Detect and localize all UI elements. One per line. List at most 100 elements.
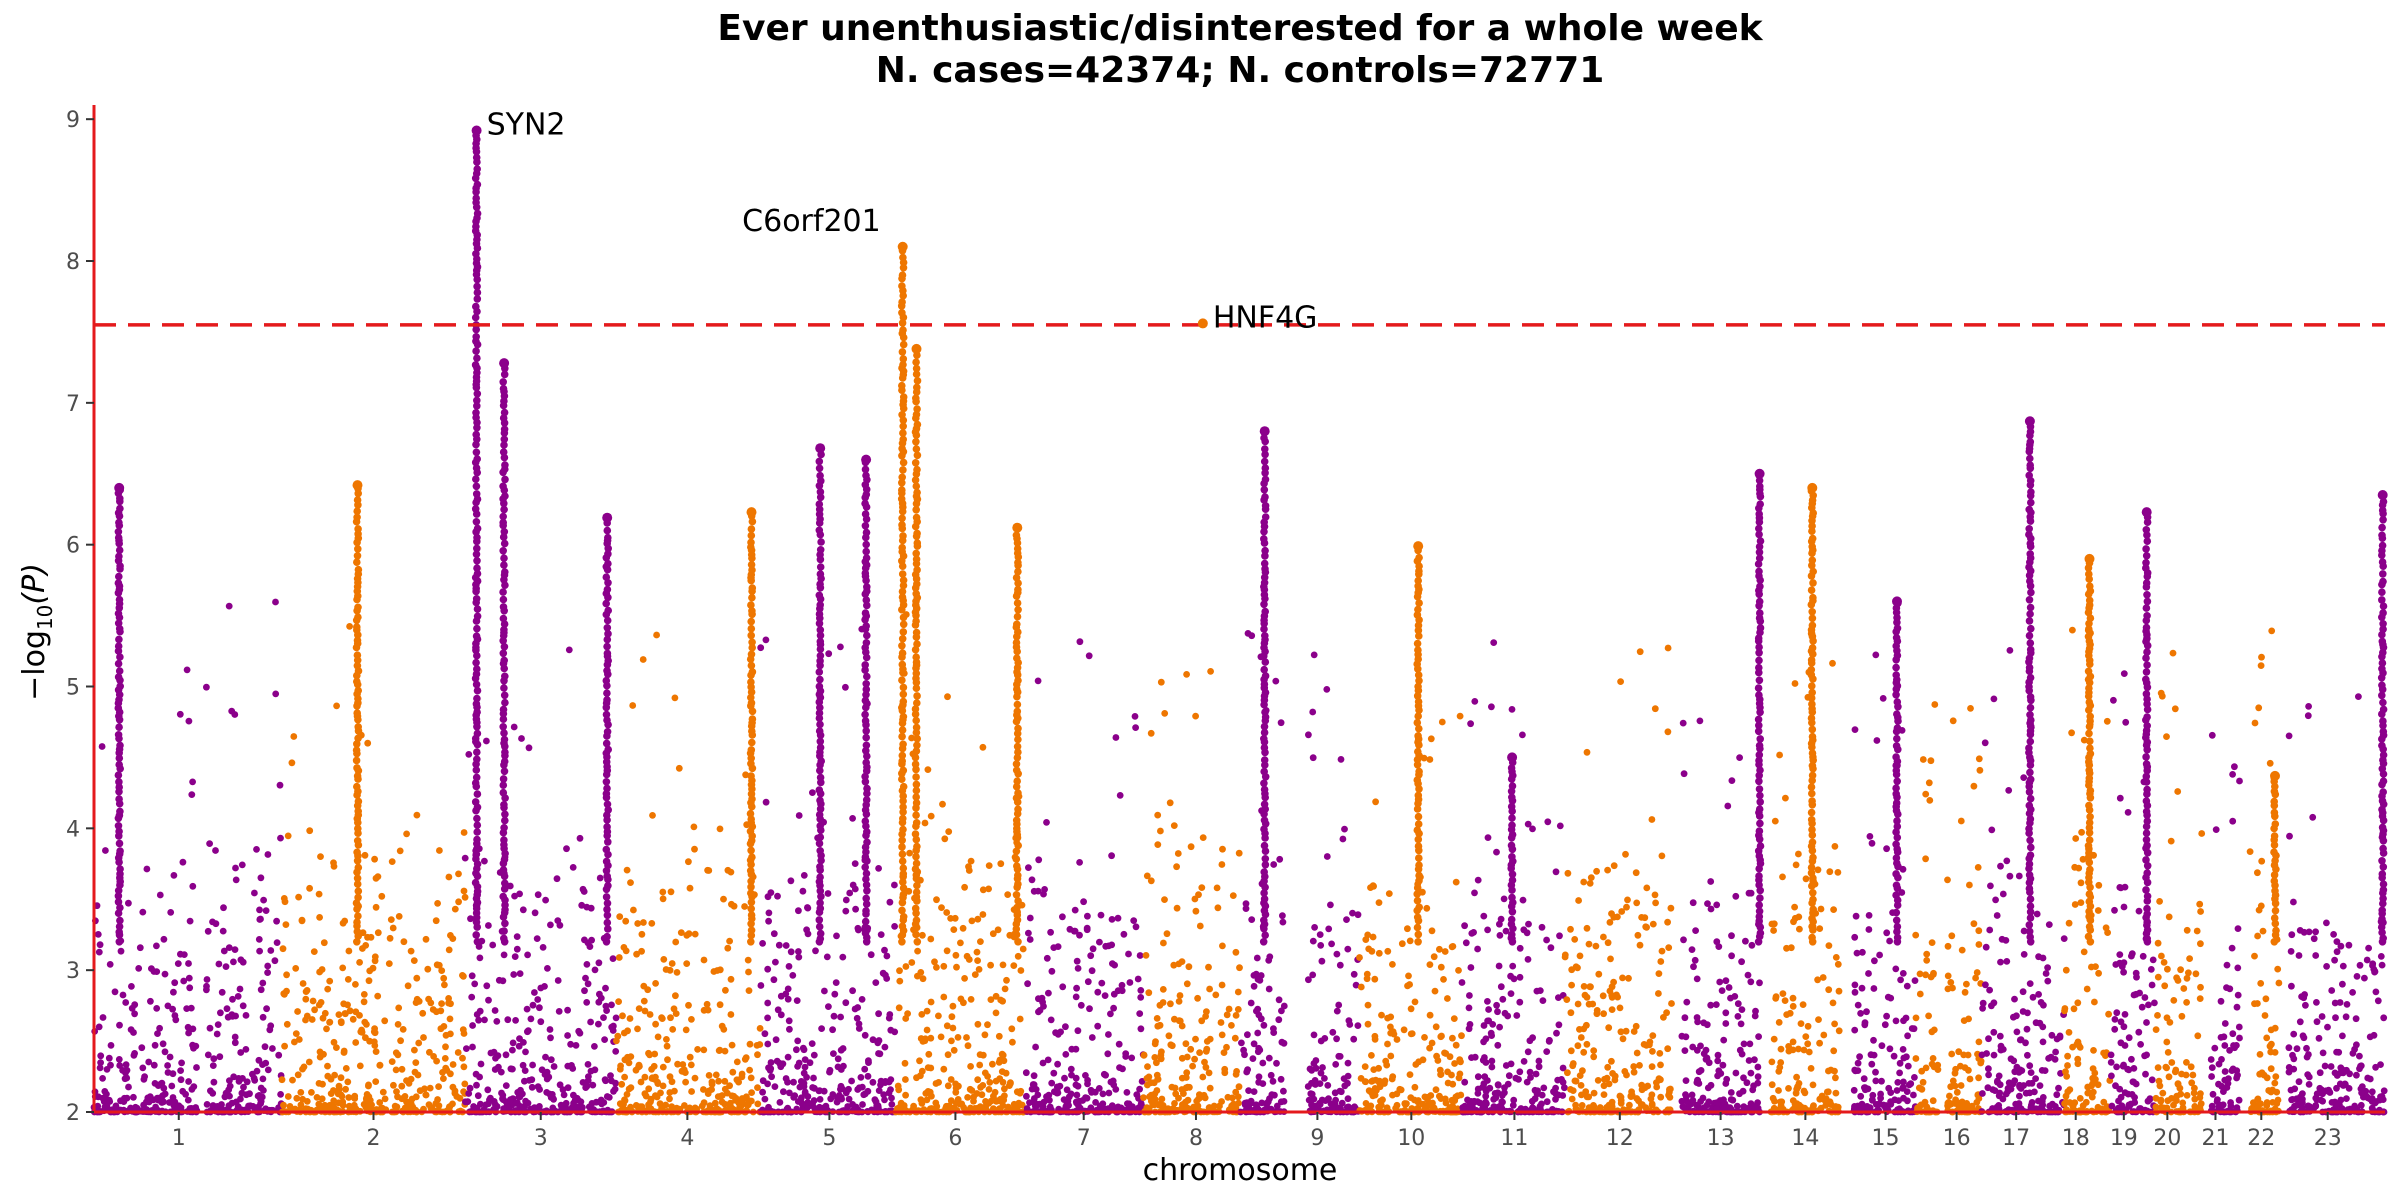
snp-point [1679, 719, 1687, 727]
snp-point [1333, 1035, 1340, 1043]
snp-point [1182, 1084, 1190, 1092]
snp-point [902, 1091, 909, 1099]
snp-point [794, 1098, 802, 1105]
snp-point [2171, 705, 2179, 713]
snp-point [1632, 1022, 1640, 1030]
snp-point [784, 1078, 791, 1086]
snp-point [927, 935, 935, 943]
snp-point [1206, 985, 1213, 993]
snp-point [1235, 849, 1243, 857]
snp-point [764, 893, 772, 901]
snp-point [1568, 981, 1575, 989]
snp-point [914, 972, 921, 980]
snp-point [394, 1021, 402, 1028]
snp-point [190, 1083, 198, 1090]
snp-point [445, 946, 453, 954]
snp-point [1923, 957, 1931, 964]
snp-point [1695, 1068, 1703, 1076]
snp-point [1398, 940, 1406, 948]
snp-point [700, 1046, 708, 1054]
snp-point [2263, 1102, 2271, 1109]
snp-point [1421, 1034, 1428, 1041]
snp-point [401, 1104, 409, 1112]
snp-point [145, 1098, 153, 1106]
snp-point [1793, 1073, 1800, 1081]
snp-point [560, 1091, 568, 1099]
snp-point [193, 1064, 200, 1071]
snp-point [938, 904, 945, 911]
snp-point [596, 874, 604, 882]
snp-point [1207, 668, 1214, 675]
snp-point [1571, 1077, 1579, 1085]
snp-point [1747, 978, 1755, 986]
snp-point [943, 1022, 951, 1030]
snp-point [2259, 927, 2267, 935]
snp-point [1680, 770, 1688, 778]
snp-point [970, 1097, 977, 1105]
snp-point [949, 1002, 957, 1010]
snp-point [1043, 1093, 1050, 1101]
snp-point [855, 1084, 863, 1092]
snp-point [1668, 1000, 1675, 1007]
snp-point [320, 939, 328, 947]
snp-point [2263, 1034, 2271, 1042]
snp-point [1147, 877, 1155, 885]
snp-point [1657, 958, 1665, 965]
snp-point [927, 1034, 935, 1042]
snp-point [879, 969, 887, 977]
snp-point [1147, 729, 1155, 737]
snp-point [1979, 1090, 1986, 1097]
snp-point [242, 1012, 250, 1019]
snp-point [170, 988, 177, 996]
snp-point [371, 957, 379, 965]
snp-point [1484, 926, 1491, 934]
snp-point [178, 1059, 186, 1067]
snp-point [2038, 1097, 2046, 1105]
snp-point [1785, 1085, 1792, 1092]
snp-point [364, 739, 372, 747]
snp-point [1769, 1094, 1777, 1102]
snp-point [1934, 1061, 1942, 1069]
snp-point [256, 906, 263, 914]
snp-point [466, 1084, 474, 1092]
snp-point [226, 1092, 233, 1100]
snp-point [2090, 1047, 2097, 1054]
snp-point [784, 995, 792, 1003]
snp-point [485, 996, 492, 1004]
snp-point [726, 1082, 733, 1090]
snp-point [1072, 993, 1080, 1001]
snp-point [1263, 1100, 1271, 1108]
snp-point [1988, 826, 1996, 834]
snp-point [1371, 1035, 1379, 1043]
snp-point [400, 938, 408, 946]
snp-point [581, 936, 588, 944]
snp-point [598, 1100, 606, 1108]
snp-point [1232, 948, 1240, 956]
snp-point [186, 984, 194, 992]
snp-point [672, 938, 680, 946]
snp-point [2013, 1012, 2020, 1020]
snp-point [772, 958, 779, 966]
snp-point [283, 1020, 291, 1028]
snp-point [1136, 952, 1144, 959]
snp-point [1440, 976, 1447, 983]
snp-point [1137, 994, 1145, 1001]
snp-point [1132, 923, 1140, 931]
snp-point [316, 914, 323, 921]
snp-point [2186, 955, 2194, 962]
snp-point [638, 930, 646, 938]
snp-point [500, 1105, 508, 1113]
snp-point [1062, 1023, 1069, 1031]
snp-point [374, 873, 382, 880]
snp-point [300, 1063, 308, 1071]
snp-point [1083, 1094, 1091, 1102]
snp-point [130, 1093, 137, 1101]
snp-point [1030, 887, 1038, 895]
snp-point [825, 1003, 832, 1010]
snp-point [603, 1093, 611, 1100]
snp-point [1611, 1076, 1619, 1084]
snp-point [2290, 898, 2297, 906]
snp-point [147, 997, 154, 1005]
snp-point [1488, 1057, 1496, 1065]
snp-point [491, 1066, 499, 1073]
